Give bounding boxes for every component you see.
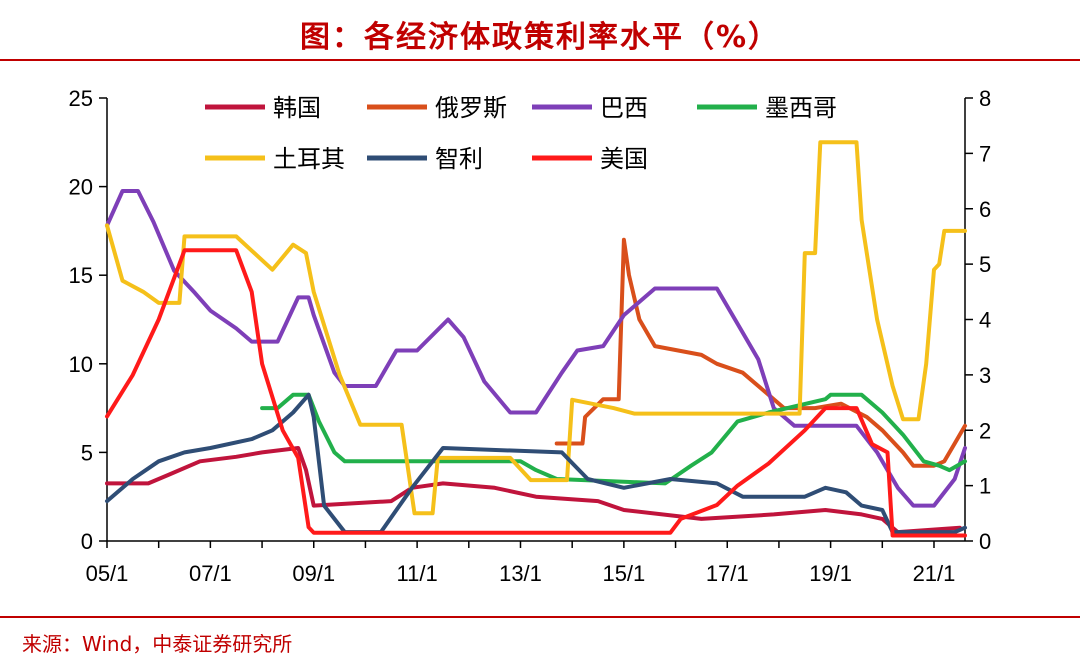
- series-line-1: [554, 237, 967, 468]
- x-tick-label: 05/1: [86, 561, 129, 586]
- y-right-tick-label: 6: [979, 197, 991, 222]
- series-line-3: [260, 392, 967, 486]
- x-tick-label: 19/1: [809, 561, 852, 586]
- x-tick-label: 11/1: [397, 561, 438, 586]
- page-title: 图：各经济体政策利率水平（%）: [299, 20, 781, 55]
- series-line-4: [105, 140, 967, 516]
- series-line-2: [105, 189, 967, 508]
- y-right-tick-label: 8: [979, 86, 991, 111]
- y-right-tick-label: 0: [979, 529, 991, 554]
- x-tick-label: 13/1: [499, 561, 542, 586]
- y-right-tick-label: 1: [979, 474, 991, 499]
- legend-label: 韩国: [273, 94, 321, 122]
- legend-label: 俄罗斯: [435, 94, 507, 122]
- y-left-tick-label: 5: [81, 440, 93, 465]
- series-line-0: [105, 446, 962, 535]
- legend-label: 巴西: [600, 94, 648, 122]
- legend-label: 墨西哥: [765, 94, 837, 122]
- y-right-tick-label: 7: [979, 141, 991, 166]
- y-left-tick-label: 10: [69, 352, 93, 377]
- y-right-tick-label: 3: [979, 363, 991, 388]
- x-tick-label: 15/1: [602, 561, 645, 586]
- series-layer: [105, 140, 967, 538]
- source-note: 来源：Wind，中泰证券研究所: [22, 632, 293, 656]
- y-left-tick-label: 15: [69, 263, 93, 288]
- y-left-tick-label: 25: [69, 86, 93, 111]
- legend-label: 美国: [600, 145, 648, 173]
- y-right-tick-label: 4: [979, 308, 991, 333]
- x-tick-label: 21/1: [913, 561, 956, 586]
- x-tick-label: 17/1: [706, 561, 749, 586]
- legend-label: 土耳其: [273, 145, 345, 173]
- y-right-tick-label: 5: [979, 252, 991, 277]
- series-line-5: [105, 392, 967, 535]
- legend-label: 智利: [435, 145, 483, 173]
- y-left-tick-label: 0: [81, 529, 93, 554]
- x-tick-label: 09/1: [292, 561, 335, 586]
- y-left-tick-label: 20: [69, 175, 93, 200]
- x-tick-label: 07/1: [189, 561, 232, 586]
- series-line-6: [105, 248, 967, 538]
- y-right-tick-label: 2: [979, 418, 991, 443]
- axis-layer: 0 5 10 15 20 25 0 1 2 3 4 5 6 7 8 05/1 07/1 09/1 11/1 13/1 1…: [69, 86, 992, 586]
